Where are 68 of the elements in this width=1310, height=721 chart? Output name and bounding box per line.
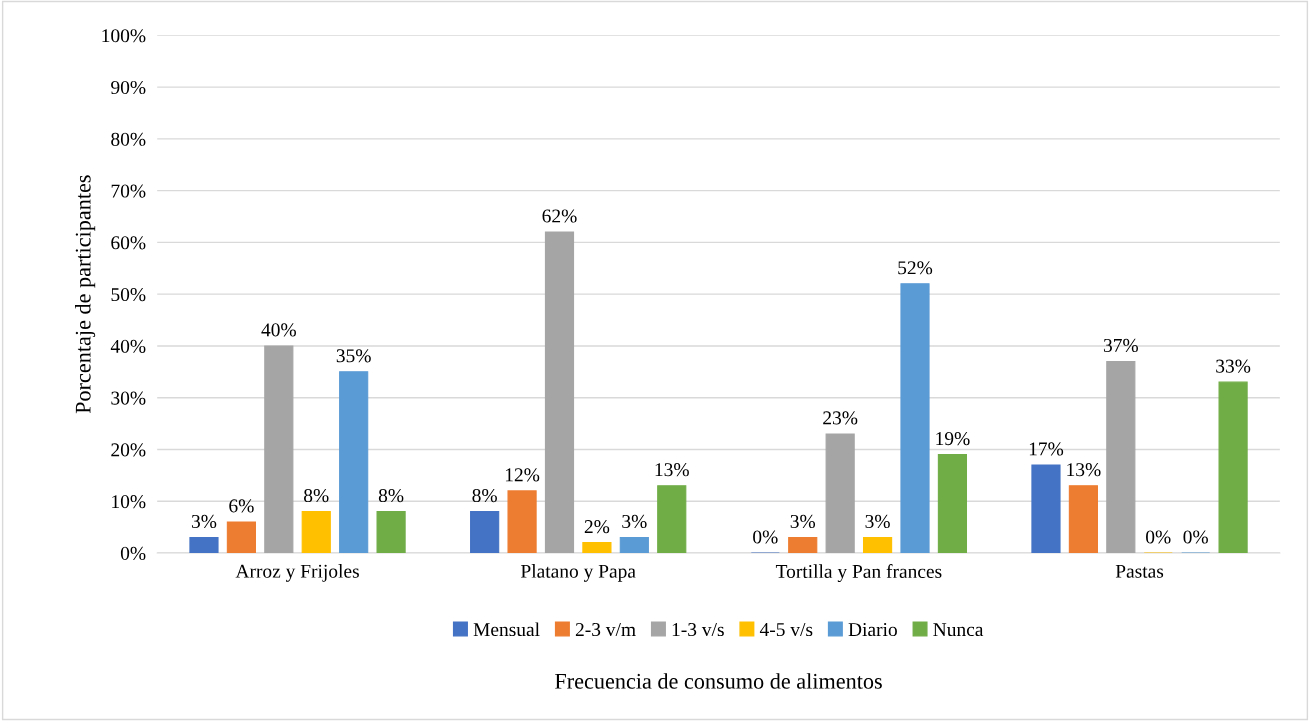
bar <box>189 536 219 554</box>
data-label: 52% <box>898 261 933 275</box>
data-label: 0% <box>1183 530 1208 544</box>
y-tick-label: 50% <box>111 287 146 302</box>
bar <box>544 231 575 554</box>
data-label: 0% <box>753 530 778 544</box>
bar <box>1031 464 1061 554</box>
data-label: 8% <box>304 488 329 503</box>
bar <box>339 371 369 554</box>
legend-label: 4-5 v/s <box>759 623 813 637</box>
data-label: 17% <box>1029 442 1064 456</box>
bar <box>226 521 256 554</box>
data-label: 37% <box>1103 338 1138 353</box>
x-tick-label: Arroz y Frijoles <box>235 564 359 582</box>
bar <box>862 536 893 554</box>
data-label: 35% <box>336 349 371 363</box>
bar <box>900 283 930 554</box>
y-tick-label: 80% <box>111 132 146 146</box>
y-tick-label: 90% <box>111 80 146 95</box>
y-tick-label: 0% <box>120 546 146 561</box>
bar <box>376 511 406 554</box>
data-label: 2% <box>584 520 610 534</box>
data-label: 3% <box>865 514 890 529</box>
y-tick-label: 100% <box>102 29 146 43</box>
x-tick-label: Tortilla y Pan frances <box>775 564 942 582</box>
data-label: 62% <box>542 209 577 223</box>
x-tick-label: Platano y Papa <box>520 564 636 582</box>
legend-label: Mensual <box>473 622 540 637</box>
legend-label: Nunca <box>933 623 984 637</box>
data-label: 3% <box>790 514 816 529</box>
data-label: 13% <box>1067 463 1101 477</box>
bar <box>301 511 331 554</box>
data-label: 33% <box>1216 359 1251 373</box>
data-label: 40% <box>261 323 296 337</box>
x-tick-label: Pastas <box>1115 564 1164 578</box>
bar <box>619 536 649 554</box>
data-label: 23% <box>823 411 858 425</box>
data-label: 12% <box>505 468 540 482</box>
data-label: 13% <box>655 463 689 477</box>
bar <box>470 511 500 554</box>
bar <box>1068 485 1098 554</box>
bar <box>1106 360 1136 554</box>
y-tick-label: 30% <box>111 391 146 405</box>
y-tick-label: 20% <box>111 443 146 457</box>
bar <box>937 454 968 554</box>
bar <box>582 542 612 554</box>
bar <box>264 345 294 554</box>
data-label: 3% <box>191 514 217 529</box>
y-axis-title: Porcentaje de participantes <box>75 175 96 414</box>
legend-label: Diario <box>848 623 897 637</box>
bar <box>1218 381 1248 554</box>
x-axis-title: Frecuencia de consumo de alimentos <box>555 673 882 689</box>
data-label: 0% <box>1146 530 1171 544</box>
bar <box>788 536 818 554</box>
bar <box>507 490 537 554</box>
legend-label: 1-3 v/s <box>672 623 724 637</box>
data-label: 3% <box>622 514 647 529</box>
bar <box>657 485 687 554</box>
y-tick-label: 70% <box>111 184 146 198</box>
y-tick-label: 60% <box>111 236 146 250</box>
legend-label: 2-3 v/m <box>575 623 636 637</box>
data-label: 8% <box>472 488 497 503</box>
y-tick-label: 10% <box>112 495 146 509</box>
data-label: 6% <box>229 499 254 513</box>
data-label: 19% <box>936 432 970 446</box>
y-tick-label: 40% <box>110 339 146 353</box>
bar <box>825 433 855 554</box>
data-label: 8% <box>378 488 404 503</box>
